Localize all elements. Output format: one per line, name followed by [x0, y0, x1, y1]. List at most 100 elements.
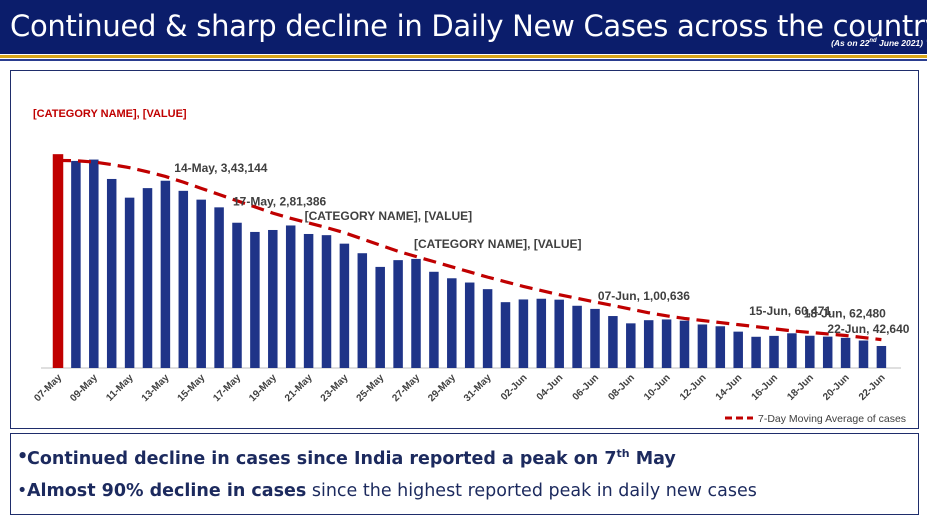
bar	[608, 316, 618, 368]
x-tick-label: 10-Jun	[642, 372, 673, 403]
bar	[500, 302, 511, 368]
bar	[89, 159, 99, 368]
bar	[214, 207, 224, 368]
x-tick-label: 21-May	[283, 372, 315, 404]
bar	[554, 299, 564, 368]
bar	[805, 335, 815, 368]
bar	[715, 326, 726, 368]
data-label: [CATEGORY NAME], [VALUE]	[414, 237, 582, 251]
data-label: 17-May, 2,81,386	[233, 195, 327, 209]
bar	[590, 308, 600, 368]
data-label: 18-Jun, 62,480	[804, 307, 886, 321]
x-tick-label: 18-Jun	[785, 372, 816, 403]
bar	[71, 160, 81, 368]
bar	[697, 324, 708, 368]
bar	[733, 331, 743, 368]
x-tick-label: 08-Jun	[606, 372, 637, 403]
x-tick-label: 16-Jun	[750, 372, 781, 403]
bar	[285, 225, 296, 368]
bar	[822, 336, 833, 368]
bar	[643, 320, 654, 368]
x-tick-label: 06-Jun	[571, 372, 602, 403]
data-label: [CATEGORY NAME], [VALUE]	[305, 209, 473, 223]
bar	[232, 222, 242, 368]
x-tick-label: 09-May	[68, 372, 100, 404]
bar	[303, 233, 314, 368]
bar	[178, 190, 189, 368]
x-tick-label: 02-Jun	[499, 372, 530, 403]
chart-panel: 07-May 09-May 11-May 13-May 15-May 17-May 19-M…	[10, 70, 919, 429]
bar	[840, 337, 851, 368]
bar	[536, 298, 547, 368]
bar	[196, 199, 206, 368]
peak-bar	[52, 154, 64, 368]
bar	[357, 253, 368, 368]
bar	[160, 180, 171, 368]
key-points-panel: • Continued decline in cases since India…	[10, 433, 919, 515]
bar	[339, 243, 350, 368]
header-divider-gold	[0, 55, 927, 58]
bar	[142, 188, 153, 368]
bar	[429, 271, 439, 368]
moving-average-line	[57, 158, 882, 342]
x-tick-label: 31-May	[462, 372, 494, 404]
x-tick-label: 12-Jun	[678, 372, 709, 403]
bar	[518, 299, 529, 368]
bar	[858, 340, 869, 368]
x-tick-label: 13-May	[140, 372, 172, 404]
x-tick-label: 15-May	[176, 372, 208, 404]
date-prefix: (As on 22	[831, 38, 870, 48]
bar	[106, 178, 117, 368]
x-tick-label: 25-May	[355, 372, 387, 404]
x-tick-label: 11-May	[104, 372, 136, 404]
key-point-1-suffix: May	[629, 448, 676, 469]
bar	[679, 320, 690, 368]
bar	[482, 289, 493, 368]
key-point-2-text: since the highest reported peak in daily…	[306, 481, 757, 501]
key-point-1-sup: th	[616, 447, 630, 460]
x-tick-label: 22-Jun	[857, 372, 888, 403]
bullet-dot: •	[17, 447, 29, 467]
bar	[787, 333, 797, 368]
title-banner: Continued & sharp decline in Daily New C…	[0, 0, 927, 54]
page-title: Continued & sharp decline in Daily New C…	[10, 9, 927, 43]
bar	[447, 278, 457, 368]
x-tick-label: 04-Jun	[535, 372, 566, 403]
x-tick-label: 07-May	[32, 372, 64, 404]
key-point-1: • Continued decline in cases since India…	[17, 447, 676, 469]
header-divider-blue	[0, 59, 927, 61]
bar	[661, 319, 672, 368]
x-tick-label: 19-May	[247, 372, 279, 404]
x-tick-label: 17-May	[211, 372, 243, 404]
date-sup: nd	[869, 38, 877, 45]
x-tick-label: 29-May	[426, 372, 458, 404]
bar	[572, 305, 582, 368]
x-tick-label: 20-Jun	[821, 372, 852, 403]
key-point-2-bold: Almost 90% decline in cases	[27, 481, 307, 501]
data-label: 22-Jun, 42,640	[827, 322, 909, 336]
bar	[751, 336, 761, 368]
data-label: [CATEGORY NAME], [VALUE]	[33, 108, 187, 120]
data-label: 07-Jun, 1,00,636	[598, 289, 690, 303]
daily-cases-chart: 07-May 09-May 11-May 13-May 15-May 17-May 19-M…	[32, 108, 909, 425]
key-point-2: • Almost 90% decline in cases since the …	[17, 481, 757, 501]
date-suffix: June 2021)	[876, 38, 923, 48]
bar	[268, 229, 278, 368]
bar	[250, 231, 260, 368]
legend-label: 7-Day Moving Average of cases	[758, 413, 906, 425]
data-label: 14-May, 3,43,144	[174, 161, 268, 175]
bar	[321, 235, 332, 368]
bar	[393, 260, 403, 368]
x-tick-label: 23-May	[319, 372, 351, 404]
bar	[769, 335, 779, 368]
bar	[124, 197, 135, 368]
bar	[411, 258, 421, 368]
bar	[626, 323, 636, 368]
data-label: 15-Jun, 60,471	[749, 304, 831, 318]
key-point-1-text: Continued decline in cases since India r…	[27, 448, 617, 469]
bar	[464, 282, 475, 368]
bullet-dot: •	[17, 481, 28, 501]
x-tick-label: 14-Jun	[714, 372, 745, 403]
as-on-date: (As on 22nd June 2021)	[831, 38, 923, 48]
x-tick-label: 27-May	[390, 372, 422, 404]
